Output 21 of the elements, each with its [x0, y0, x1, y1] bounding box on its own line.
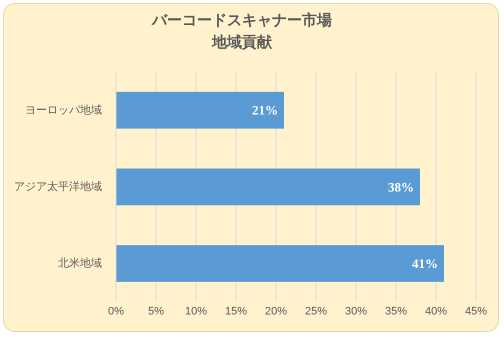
x-tick-label: 20% — [264, 305, 288, 318]
x-tick-label: 5% — [148, 305, 164, 318]
x-tick-label: 30% — [344, 305, 368, 318]
chart-subtitle: 地域貢献 — [211, 34, 273, 51]
y-tick-label: 北米地域 — [58, 256, 102, 270]
x-tick-label: 35% — [384, 305, 408, 318]
x-tick-label: 25% — [304, 305, 328, 318]
data-label: 41% — [412, 256, 438, 271]
bar — [116, 168, 420, 206]
x-tick-label: 45% — [464, 305, 488, 318]
y-tick-label: アジア太平洋地域 — [14, 180, 102, 193]
x-tick-label: 15% — [224, 305, 248, 318]
data-label: 38% — [388, 179, 414, 194]
bar — [116, 245, 444, 282]
data-label: 21% — [252, 102, 278, 118]
chart-title: バーコードスキャナー市場 — [151, 10, 332, 29]
bar — [116, 92, 284, 129]
x-tick-label: 40% — [424, 305, 448, 318]
x-tick-label: 0% — [108, 305, 124, 318]
y-tick-label: ヨーロッパ地域 — [25, 103, 102, 116]
x-tick-label: 10% — [184, 305, 208, 318]
